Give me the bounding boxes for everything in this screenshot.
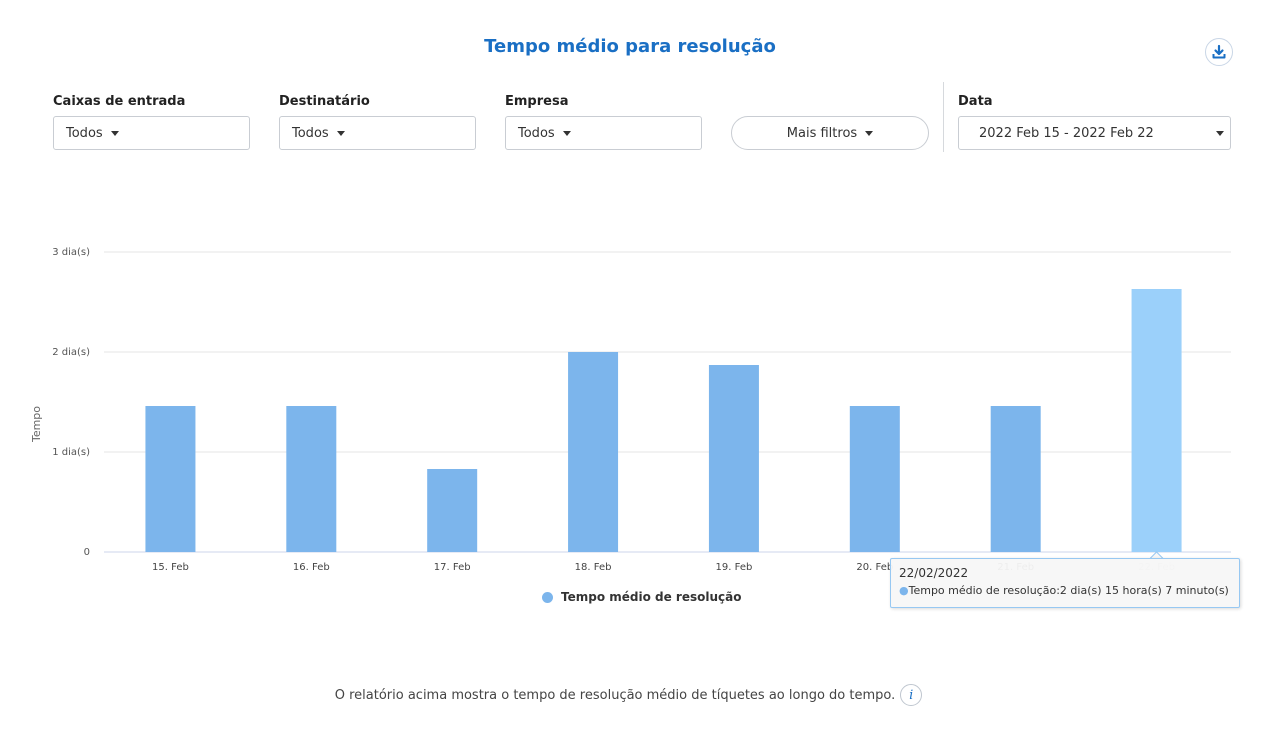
y-axis-title: Tempo: [30, 406, 43, 443]
chart-bar[interactable]: [849, 406, 900, 552]
x-tick-label: 17. Feb: [434, 562, 471, 573]
page-title: Tempo médio para resolução: [484, 36, 776, 57]
download-icon: [1212, 44, 1226, 59]
date-range-select[interactable]: 2022 Feb 15 - 2022 Feb 22: [958, 116, 1231, 150]
tooltip-series-marker: ●: [899, 584, 909, 597]
caret-down-icon: [336, 130, 345, 136]
chart-bar[interactable]: [145, 406, 196, 552]
y-tick-label: 0: [84, 547, 90, 558]
tooltip-date: 22/02/2022: [899, 566, 969, 580]
info-icon[interactable]: i: [900, 684, 923, 706]
y-tick-label: 2 dia(s): [52, 347, 90, 358]
tooltip-value: 2 dia(s) 15 hora(s) 7 minuto(s): [1059, 584, 1229, 597]
inboxes-select[interactable]: Todos: [53, 116, 250, 150]
caret-down-icon: [1216, 131, 1224, 136]
company-select-value: Todos: [518, 125, 555, 141]
date-label: Data: [958, 94, 993, 109]
chart-bar[interactable]: [568, 352, 619, 552]
recipient-select-value: Todos: [292, 125, 329, 141]
inboxes-select-value: Todos: [66, 125, 103, 141]
resolution-time-chart: 0 1 dia(s) 2 dia(s) 3 dia(s) Tempo 15. Feb 16.…: [30, 247, 1231, 573]
x-tick-label: 15. Feb: [152, 562, 189, 573]
more-filters-button[interactable]: Mais filtros: [731, 116, 929, 150]
legend-label: Tempo médio de resolução: [561, 590, 742, 604]
company-select[interactable]: Todos: [505, 116, 702, 150]
more-filters-label: Mais filtros: [786, 125, 858, 141]
x-tick-label: 16. Feb: [293, 562, 330, 573]
tooltip-series-label: Tempo médio de resolução:: [908, 584, 1060, 597]
tooltip-row: ●Tempo médio de resolução:2 dia(s) 15 ho…: [899, 584, 1231, 597]
chart-bar[interactable]: [286, 406, 337, 552]
x-tick-label: 20. Feb: [856, 562, 893, 573]
chart-bar[interactable]: [1131, 289, 1182, 552]
chart-bar[interactable]: [427, 469, 478, 552]
recipient-select[interactable]: Todos: [279, 116, 476, 150]
chart-bar[interactable]: [990, 406, 1041, 552]
footer-note: O relatório acima mostra o tempo de reso…: [0, 684, 1257, 706]
x-tick-label: 18. Feb: [575, 562, 612, 573]
caret-down-icon: [865, 130, 874, 136]
caret-down-icon: [110, 130, 119, 136]
tooltip-pointer: [1149, 551, 1164, 560]
download-button[interactable]: [1205, 38, 1233, 66]
inboxes-label: Caixas de entrada: [53, 94, 186, 109]
footer-note-text: O relatório acima mostra o tempo de reso…: [334, 687, 896, 703]
recipient-label: Destinatário: [279, 94, 370, 109]
chart-tooltip: 22/02/2022 ●Tempo médio de resolução:2 d…: [890, 558, 1240, 608]
chart-bar[interactable]: [708, 365, 759, 552]
caret-down-icon: [562, 130, 571, 136]
company-label: Empresa: [505, 94, 569, 109]
x-tick-label: 19. Feb: [716, 562, 753, 573]
date-range-value: 2022 Feb 15 - 2022 Feb 22: [979, 125, 1154, 141]
y-tick-label: 1 dia(s): [52, 447, 90, 458]
y-tick-label: 3 dia(s): [52, 247, 90, 258]
legend-item[interactable]: Tempo médio de resolução: [542, 590, 741, 604]
filter-divider: [943, 82, 944, 152]
legend-marker: [542, 591, 553, 603]
